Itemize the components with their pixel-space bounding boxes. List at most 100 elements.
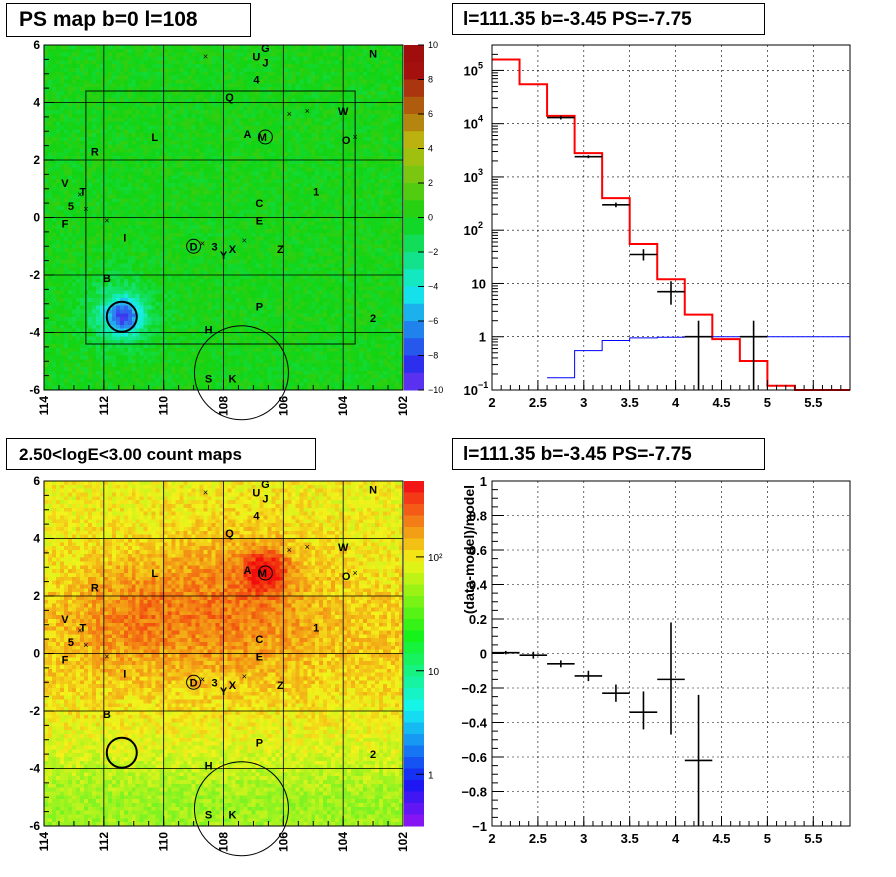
- x-tick-label: 4: [672, 831, 680, 846]
- y-tick-label: 0: [33, 647, 40, 661]
- colorbar-swatch: [404, 538, 424, 551]
- x-tick-label: 102: [396, 832, 410, 852]
- y-tick-label: −0.4: [461, 716, 487, 731]
- source-circle: [105, 736, 138, 769]
- y-tick-label: -2: [29, 704, 40, 718]
- source-label: 5: [68, 637, 74, 649]
- source-label: Z: [277, 680, 284, 692]
- source-label: 3: [211, 241, 217, 253]
- source-label: P: [256, 302, 263, 314]
- colorbar-swatch: [404, 768, 424, 781]
- colorbar-swatch: [404, 165, 424, 184]
- source-label: R: [91, 146, 99, 158]
- source-label: J: [262, 57, 268, 69]
- colorbar-swatch: [404, 527, 424, 539]
- plot-bg: [492, 45, 850, 390]
- colorbar-label: 4: [428, 144, 433, 154]
- x-tick-label: 106: [276, 396, 290, 416]
- colorbar-label: 10: [428, 667, 440, 678]
- colorbar-swatch: [404, 711, 424, 723]
- colorbar-label: −8: [428, 351, 438, 361]
- x-marker: ×: [305, 106, 310, 116]
- x-tick-label: 108: [217, 832, 231, 852]
- region-circle: [193, 761, 289, 857]
- colorbar-label: −6: [428, 316, 438, 326]
- marker-circle: [257, 129, 273, 145]
- colorbar-swatch: [404, 780, 424, 792]
- x-marker: ×: [83, 204, 88, 214]
- marker-circle: [186, 674, 202, 690]
- ps-map-title: PS map b=0 l=108: [6, 3, 251, 37]
- source-label: B: [103, 273, 111, 285]
- y-tick-exponent: 3: [478, 167, 483, 177]
- source-label: I: [123, 669, 126, 681]
- source-label: K: [228, 374, 236, 386]
- colorbar-swatch: [404, 653, 424, 666]
- colorbar-label: 10²: [428, 553, 443, 564]
- colorbar-swatch: [404, 803, 424, 815]
- y-tick-label: 2: [33, 153, 40, 167]
- x-tick-label: 5.5: [804, 831, 822, 846]
- colorbar-label: 1: [428, 770, 434, 781]
- colorbar-swatch: [404, 699, 424, 712]
- y-tick-label: 2: [33, 589, 40, 603]
- source-label: U: [252, 52, 260, 64]
- x-tick-label: 3: [580, 395, 587, 410]
- y-tick-exponent: 5: [478, 60, 483, 70]
- source-label: X: [229, 244, 237, 256]
- source-label: 4: [253, 75, 260, 87]
- x-tick-label: 4.5: [712, 395, 730, 410]
- source-label: K: [228, 810, 236, 822]
- x-marker: ×: [83, 640, 88, 650]
- colorbar-swatch: [404, 355, 424, 374]
- source-label: X: [229, 680, 237, 692]
- source-label: 2: [370, 749, 376, 761]
- source-label: 2: [370, 313, 376, 325]
- x-marker: ×: [305, 542, 310, 552]
- count-map-title: 2.50<logE<3.00 count maps: [6, 438, 316, 470]
- colorbar-swatch: [404, 791, 424, 804]
- x-tick-label: 112: [97, 832, 111, 852]
- x-tick-label: 4.5: [712, 831, 730, 846]
- y-tick-label: -6: [29, 819, 40, 833]
- y-tick-label: 6: [33, 474, 40, 488]
- colorbar-swatch: [404, 676, 424, 689]
- y-axis-label: (data-model)/model: [461, 485, 477, 614]
- source-label: F: [62, 654, 69, 666]
- colorbar-swatch: [404, 62, 424, 80]
- y-tick-label: -6: [29, 383, 40, 397]
- colorbar-swatch: [404, 596, 424, 608]
- source-label: S: [205, 374, 212, 386]
- x-tick-label: 5: [764, 395, 771, 410]
- y-tick-label: 1: [480, 474, 487, 489]
- colorbar-swatch: [404, 148, 424, 167]
- y-tick-label: 1: [479, 330, 486, 345]
- source-label: R: [91, 582, 99, 594]
- colorbar-swatch: [404, 584, 424, 597]
- map-ticks: [43, 480, 404, 827]
- source-label: J: [262, 493, 268, 505]
- ps-colorbar: 10 8 6 4 2 0 −2 −4 −6 −8 −10: [404, 40, 443, 395]
- y-tick-label: 0.6: [469, 543, 487, 558]
- colorbar-swatch: [404, 269, 424, 287]
- colorbar-swatch: [404, 561, 424, 574]
- x-marker: ×: [104, 215, 109, 225]
- y-tick-label: 0.4: [469, 578, 488, 593]
- map-grid: [44, 481, 403, 826]
- source-label: N: [369, 49, 377, 61]
- source-label: W: [338, 106, 349, 118]
- source-label: P: [256, 738, 263, 750]
- x-tick-label: 2.5: [529, 395, 547, 410]
- y-tick-label: 0: [33, 211, 40, 225]
- colorbar-swatch: [404, 619, 424, 631]
- colorbar-label: −2: [428, 247, 438, 257]
- residuals-title: l=111.35 b=-3.45 PS=-7.75: [452, 438, 765, 470]
- colorbar-label: 2: [428, 178, 433, 188]
- y-tick-label: 0.2: [469, 612, 487, 627]
- colorbar-swatch: [404, 492, 424, 505]
- colorbar-label: 8: [428, 75, 433, 85]
